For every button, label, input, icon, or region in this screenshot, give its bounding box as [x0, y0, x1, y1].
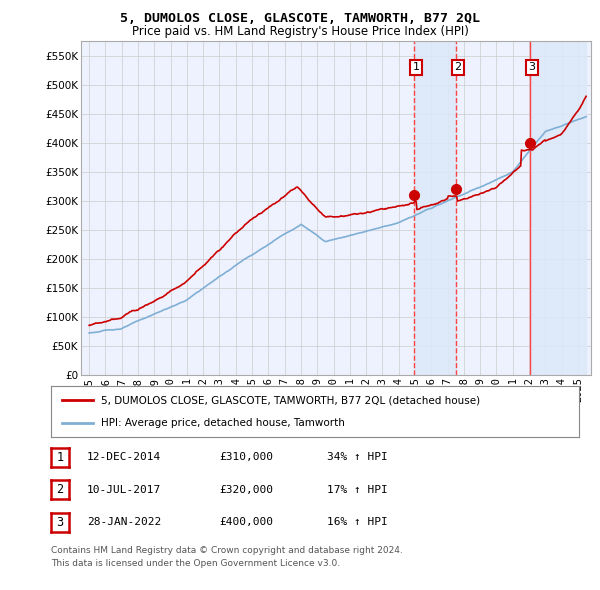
Text: Price paid vs. HM Land Registry's House Price Index (HPI): Price paid vs. HM Land Registry's House …: [131, 25, 469, 38]
Text: 17% ↑ HPI: 17% ↑ HPI: [327, 485, 388, 494]
Text: 10-JUL-2017: 10-JUL-2017: [87, 485, 161, 494]
Text: This data is licensed under the Open Government Licence v3.0.: This data is licensed under the Open Gov…: [51, 559, 340, 568]
Text: 5, DUMOLOS CLOSE, GLASCOTE, TAMWORTH, B77 2QL (detached house): 5, DUMOLOS CLOSE, GLASCOTE, TAMWORTH, B7…: [101, 395, 480, 405]
Text: 12-DEC-2014: 12-DEC-2014: [87, 453, 161, 462]
Text: 2: 2: [455, 63, 461, 73]
Text: £400,000: £400,000: [219, 517, 273, 527]
Bar: [530, 41, 586, 375]
Text: £310,000: £310,000: [219, 453, 273, 462]
Bar: [415, 41, 457, 375]
Text: Contains HM Land Registry data © Crown copyright and database right 2024.: Contains HM Land Registry data © Crown c…: [51, 546, 403, 555]
Text: 2: 2: [56, 483, 64, 496]
Text: 28-JAN-2022: 28-JAN-2022: [87, 517, 161, 527]
Text: 34% ↑ HPI: 34% ↑ HPI: [327, 453, 388, 462]
Text: 5, DUMOLOS CLOSE, GLASCOTE, TAMWORTH, B77 2QL: 5, DUMOLOS CLOSE, GLASCOTE, TAMWORTH, B7…: [120, 12, 480, 25]
Text: 1: 1: [56, 451, 64, 464]
Text: £320,000: £320,000: [219, 485, 273, 494]
Text: 3: 3: [56, 516, 64, 529]
Text: 3: 3: [529, 63, 536, 73]
Text: HPI: Average price, detached house, Tamworth: HPI: Average price, detached house, Tamw…: [101, 418, 345, 428]
Text: 1: 1: [412, 63, 419, 73]
Text: 16% ↑ HPI: 16% ↑ HPI: [327, 517, 388, 527]
